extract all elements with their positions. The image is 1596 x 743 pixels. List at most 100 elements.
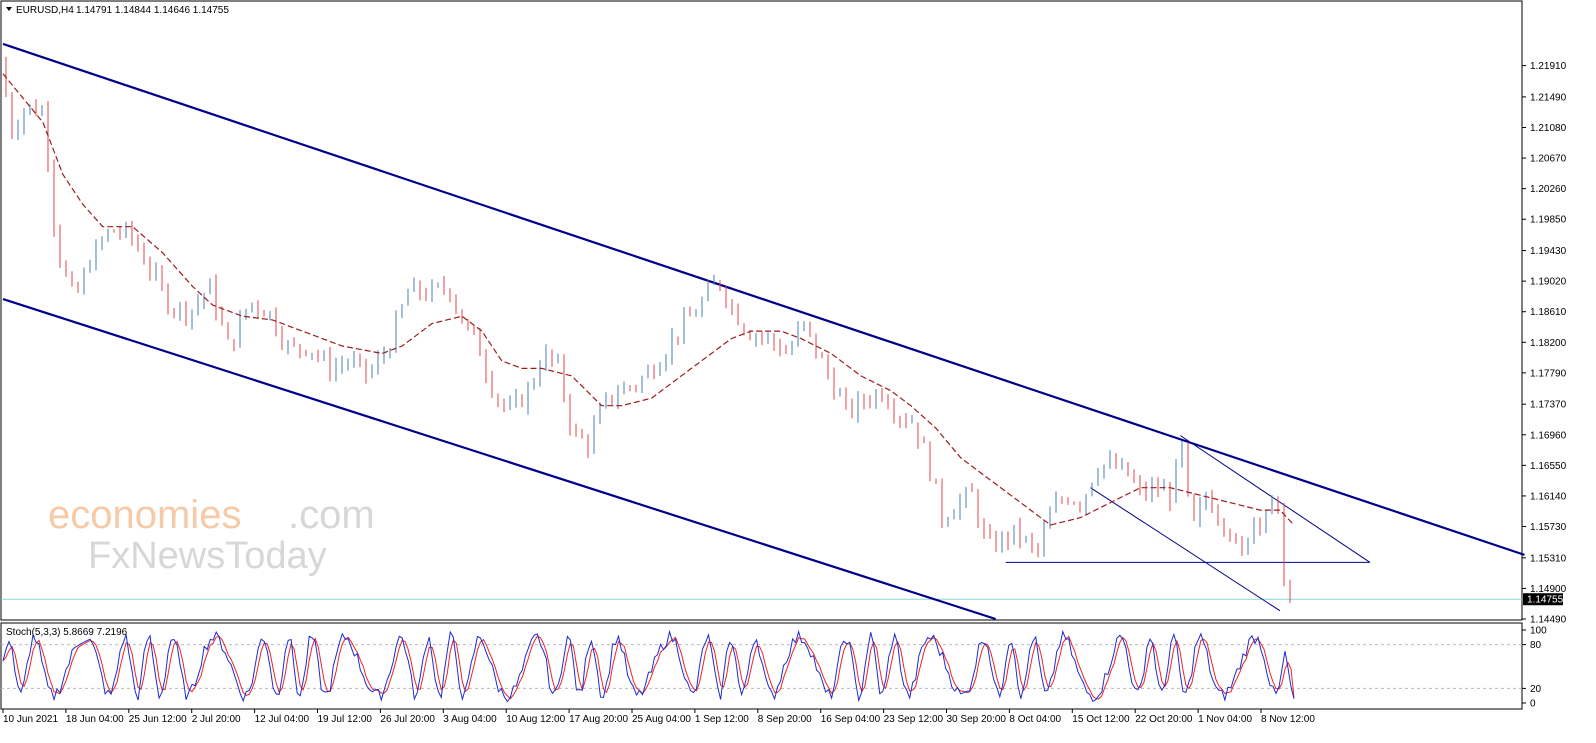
time-tick-label: 1 Nov 04:00	[1198, 714, 1252, 725]
time-tick-label: 10 Aug 12:00	[506, 714, 565, 725]
candle-body	[911, 422, 913, 424]
current-price-tag: 1.14755	[1523, 593, 1564, 606]
candle-body	[269, 311, 271, 317]
candle-body	[383, 354, 385, 358]
candle-body	[653, 368, 655, 376]
candle-body	[869, 402, 871, 404]
candle-body	[761, 335, 763, 338]
ma-line	[2, 73, 1295, 526]
candle-body	[1115, 458, 1117, 468]
candle-body	[29, 105, 31, 111]
candle-body	[239, 317, 241, 347]
candle-body	[1067, 500, 1069, 503]
candle-body	[977, 492, 979, 524]
time-tick-label: 30 Sep 20:00	[947, 714, 1007, 725]
candle-body	[491, 375, 493, 396]
candle-body	[1253, 519, 1255, 539]
candle-body	[695, 314, 697, 317]
candle-body	[245, 309, 247, 318]
osc-tick-label: 80	[1530, 640, 1542, 651]
candle-body	[875, 392, 877, 404]
candle-body	[317, 353, 319, 358]
osc-tick-label: 20	[1530, 684, 1542, 695]
oscillator-label: Stoch(5,3,3) 5.8669 7.2196	[6, 627, 128, 638]
candle-body	[1103, 465, 1105, 474]
price-tick-label: 1.18610	[1530, 307, 1567, 318]
candle-body	[377, 357, 379, 371]
chart-header: EURUSD,H4 1.14791 1.14844 1.14646 1.1475…	[6, 5, 229, 16]
price-tick-label: 1.15730	[1530, 522, 1567, 533]
candle-body	[923, 442, 925, 444]
candle-body	[1175, 461, 1177, 503]
price-tick-label: 1.19850	[1530, 215, 1567, 226]
trend-lines	[2, 42, 1525, 621]
candle-body	[275, 311, 277, 333]
candle-body	[1235, 538, 1237, 540]
candle-body	[11, 96, 13, 135]
candle-body	[713, 281, 715, 285]
candle-body	[1151, 485, 1153, 496]
candle-body	[593, 423, 595, 450]
candle-body	[929, 442, 931, 479]
candle-body	[1091, 483, 1093, 495]
watermark-line2: FxNewsToday	[88, 535, 327, 577]
candle-body	[137, 238, 139, 250]
candle-body	[839, 394, 841, 396]
candle-body	[215, 280, 217, 315]
candle-body	[203, 293, 205, 303]
candle-body	[899, 417, 901, 420]
candle-body	[455, 297, 457, 310]
candle-body	[1073, 502, 1075, 504]
candle-body	[1025, 537, 1027, 540]
candle-body	[1259, 519, 1261, 528]
candle-body	[329, 354, 331, 376]
candle-body	[647, 368, 649, 378]
candle-body	[359, 359, 361, 361]
candle-body	[701, 299, 703, 315]
candle-body	[77, 284, 79, 292]
candle-body	[749, 332, 751, 340]
price-tick-label: 1.17790	[1530, 368, 1567, 379]
time-tick-label: 22 Oct 20:00	[1135, 714, 1193, 725]
candle-body	[1187, 443, 1189, 495]
candle-body	[1217, 511, 1219, 520]
candle-body	[545, 350, 547, 369]
candle-body	[533, 381, 535, 387]
candle-body	[569, 397, 571, 429]
candle-body	[917, 422, 919, 443]
candle-body	[557, 359, 559, 361]
candle-body	[95, 243, 97, 268]
price-tick-label: 1.16550	[1530, 461, 1567, 472]
time-tick-label: 8 Nov 12:00	[1261, 714, 1315, 725]
candle-body	[413, 282, 415, 292]
time-tick-label: 26 Jul 20:00	[380, 714, 435, 725]
candle-body	[461, 309, 463, 324]
candle-body	[887, 398, 889, 408]
dropdown-triangle-icon[interactable]	[6, 7, 12, 11]
candle-body	[221, 314, 223, 324]
candle-body	[497, 395, 499, 401]
candle-body	[617, 393, 619, 402]
candle-body	[959, 499, 961, 514]
price-tick-label: 1.18200	[1530, 338, 1567, 349]
candle-body	[473, 325, 475, 332]
price-tick-label: 1.21490	[1530, 92, 1567, 103]
osc-tick-label: 0	[1530, 699, 1536, 710]
watermark: economies .com FxNewsToday	[48, 493, 375, 577]
candle-body	[185, 304, 187, 321]
candle-body	[155, 270, 157, 274]
candle-body	[581, 432, 583, 438]
candle-body	[251, 303, 253, 310]
candle-body	[161, 270, 163, 287]
price-tick-label: 1.21080	[1530, 123, 1567, 134]
candle-body	[1223, 519, 1225, 532]
candle-body	[725, 288, 727, 304]
time-tick-label: 25 Aug 04:00	[632, 714, 691, 725]
candle-body	[107, 229, 109, 240]
time-tick-label: 8 Sep 20:00	[758, 714, 812, 725]
candle-body	[449, 289, 451, 298]
candle-body	[1193, 494, 1195, 520]
candle-body	[407, 291, 409, 306]
candle-body	[17, 127, 19, 135]
